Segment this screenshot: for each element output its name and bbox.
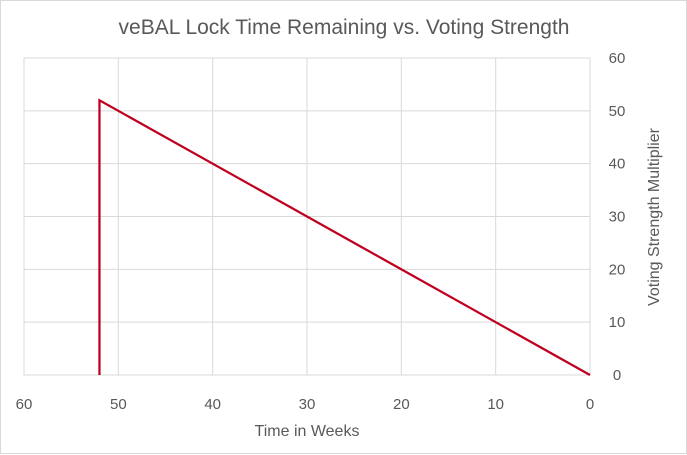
y-tick-label: 20 xyxy=(609,261,626,278)
y-axis-title: Voting Strength Multiplier xyxy=(646,127,663,306)
y-tick-label: 0 xyxy=(613,367,621,384)
chart-title: veBAL Lock Time Remaining vs. Voting Str… xyxy=(119,16,570,39)
x-tick-label: 40 xyxy=(204,396,221,413)
y-tick-label: 50 xyxy=(609,103,626,120)
y-tick-label: 30 xyxy=(609,209,626,226)
x-tick-label: 20 xyxy=(393,396,410,413)
x-tick-label: 60 xyxy=(16,396,33,413)
y-tick-label: 60 xyxy=(609,50,626,67)
series-layer xyxy=(98,98,591,376)
y-axis-ticks: 0 10 20 30 40 50 60 xyxy=(609,50,626,384)
x-tick-label: 30 xyxy=(299,396,316,413)
x-axis-ticks: 60 50 40 30 20 10 0 xyxy=(16,396,595,413)
x-tick-label: 10 xyxy=(487,396,504,413)
x-axis-title: Time in Weeks xyxy=(255,423,360,440)
x-tick-label: 50 xyxy=(110,396,127,413)
y-tick-label: 40 xyxy=(609,156,626,173)
x-tick-label: 0 xyxy=(586,396,594,413)
y-tick-label: 10 xyxy=(609,314,626,331)
series-line xyxy=(98,98,591,376)
